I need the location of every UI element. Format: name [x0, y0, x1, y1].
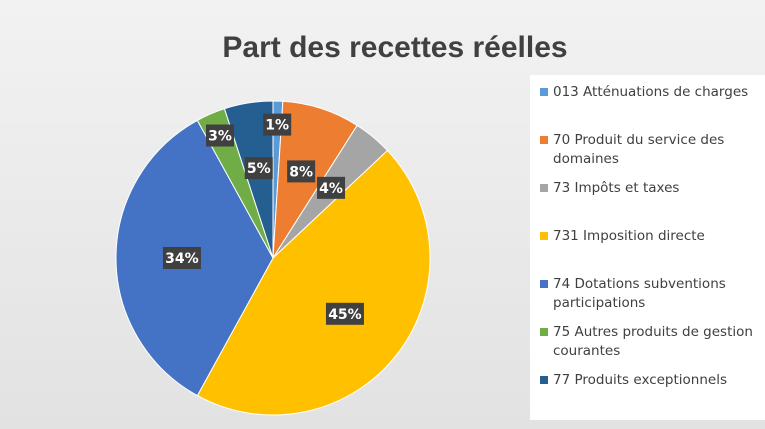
legend-label: 74 Dotations subventions participations [553, 276, 726, 311]
data-label: 8% [287, 160, 316, 183]
legend-label: 731 Imposition directe [553, 228, 705, 244]
data-label-text: 34% [165, 251, 199, 267]
legend-swatch [540, 136, 548, 144]
data-label-box [244, 157, 273, 180]
legend-item: 75 Autres produits de gestion courantes [540, 323, 765, 361]
data-label-box [162, 247, 201, 269]
data-label-text: 1% [265, 118, 289, 134]
legend-item: 74 Dotations subventions participations [540, 275, 765, 313]
data-label-text: 5% [247, 161, 271, 177]
data-label-box [263, 113, 292, 136]
data-label-text: 3% [208, 129, 232, 145]
chart-title: Part des recettes réelles [222, 31, 567, 64]
data-label: 4% [317, 176, 346, 199]
data-label: 3% [206, 124, 235, 147]
data-label: 5% [244, 157, 273, 180]
legend-item: 013 Atténuations de charges [540, 83, 765, 102]
data-label-text: 8% [289, 164, 313, 180]
data-label-text: 45% [328, 307, 362, 323]
data-label: 1% [263, 113, 292, 136]
legend-label: 73 Impôts et taxes [553, 180, 680, 196]
legend-item: 73 Impôts et taxes [540, 179, 765, 198]
legend-swatch [540, 280, 548, 288]
legend-label: 70 Produit du service des domaines [553, 132, 725, 167]
legend-item: 70 Produit du service des domaines [540, 131, 765, 169]
data-label: 34% [162, 247, 201, 269]
pie-slice [223, 100, 274, 259]
legend-label: 77 Produits exceptionnels [553, 372, 728, 388]
data-label-box [287, 160, 316, 183]
pie-slice [196, 149, 431, 416]
legend-item: 77 Produits exceptionnels [540, 371, 765, 390]
legend-swatch [540, 88, 548, 96]
data-label-text: 4% [319, 181, 343, 197]
legend-swatch [540, 184, 548, 192]
legend: 013 Atténuations de charges 70 Produit du… [530, 75, 765, 420]
data-label-box [206, 124, 235, 147]
legend-swatch [540, 232, 548, 240]
legend-item: 731 Imposition directe [540, 227, 765, 246]
data-label-box [317, 176, 346, 199]
data-label-box [325, 302, 364, 325]
legend-swatch [540, 376, 548, 384]
data-label: 45% [325, 302, 364, 325]
legend-label: 013 Atténuations de charges [553, 84, 749, 100]
legend-swatch [540, 328, 548, 336]
legend-label: 75 Autres produits de gestion courantes [553, 324, 753, 359]
